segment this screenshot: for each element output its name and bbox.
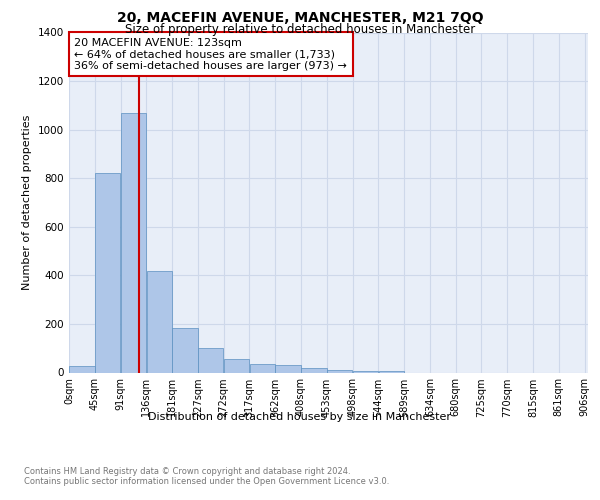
Bar	[69, 366, 95, 372]
Bar	[250, 364, 275, 372]
Bar	[172, 328, 197, 372]
Bar	[301, 368, 326, 372]
Bar	[353, 370, 378, 372]
Text: Distribution of detached houses by size in Manchester: Distribution of detached houses by size …	[149, 412, 452, 422]
Text: Size of property relative to detached houses in Manchester: Size of property relative to detached ho…	[125, 22, 475, 36]
Text: Contains public sector information licensed under the Open Government Licence v3: Contains public sector information licen…	[24, 477, 389, 486]
Bar	[275, 365, 301, 372]
Text: 20 MACEFIN AVENUE: 123sqm
← 64% of detached houses are smaller (1,733)
36% of se: 20 MACEFIN AVENUE: 123sqm ← 64% of detac…	[74, 38, 347, 71]
Bar	[224, 359, 249, 372]
Y-axis label: Number of detached properties: Number of detached properties	[22, 115, 32, 290]
Bar	[198, 348, 223, 372]
Text: Contains HM Land Registry data © Crown copyright and database right 2024.: Contains HM Land Registry data © Crown c…	[24, 467, 350, 476]
Bar	[95, 174, 121, 372]
Bar	[146, 270, 172, 372]
Bar	[327, 370, 352, 372]
Text: 20, MACEFIN AVENUE, MANCHESTER, M21 7QQ: 20, MACEFIN AVENUE, MANCHESTER, M21 7QQ	[116, 11, 484, 25]
Bar	[121, 112, 146, 372]
